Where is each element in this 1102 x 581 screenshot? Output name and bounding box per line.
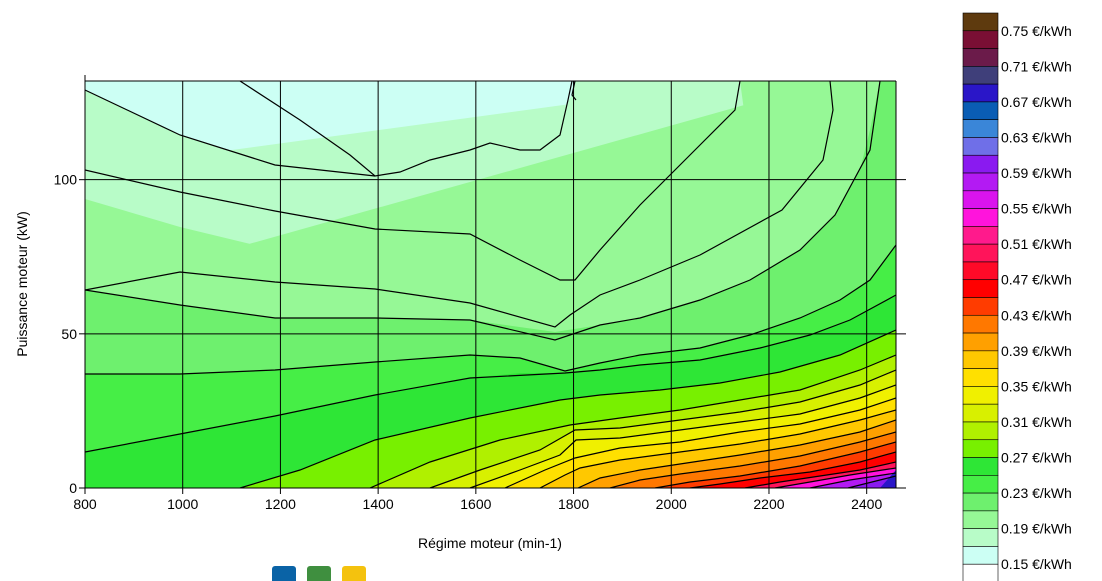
x-tick-label: 1800	[558, 496, 589, 512]
contour-line	[809, 472, 896, 488]
legend-swatch	[962, 546, 999, 565]
contour-line	[85, 81, 741, 281]
yellow-square-icon	[342, 566, 366, 581]
contour-line	[539, 409, 896, 488]
green-square-icon	[307, 566, 331, 581]
mini-icon-strip	[272, 566, 372, 581]
x-tick-label: 800	[73, 496, 97, 512]
x-tick-label: 1400	[363, 496, 394, 512]
legend-label: 0.59 €/kWh	[1001, 165, 1072, 181]
legend-label: 0.51 €/kWh	[1001, 236, 1072, 252]
contour-line	[744, 461, 896, 488]
contour-line	[85, 81, 834, 328]
y-tick-label: 50	[61, 326, 77, 342]
legend-label: 0.39 €/kWh	[1001, 343, 1072, 359]
legend-swatch	[962, 261, 999, 281]
contour-line	[609, 431, 896, 488]
legend-swatch	[962, 297, 999, 316]
legend-swatch	[962, 528, 999, 547]
y-axis-title: Puissance moteur (kW)	[14, 211, 30, 356]
contour-line	[85, 89, 376, 177]
legend-swatch	[962, 332, 999, 352]
legend-label: 0.63 €/kWh	[1001, 129, 1072, 145]
legend-swatch	[962, 101, 999, 120]
legend-swatch	[962, 421, 999, 441]
legend-swatch	[962, 386, 999, 405]
y-tick-label: 100	[54, 172, 78, 188]
contour-line	[239, 81, 573, 177]
legend-swatch	[962, 279, 999, 298]
legend-swatch	[962, 457, 999, 476]
axes: 800 1000 1200 1400 1600 1800 2000 2200 2400 0 50 10…	[54, 75, 906, 512]
contour-line	[429, 369, 896, 488]
contour-line	[774, 467, 896, 488]
contour-line	[577, 419, 896, 488]
contour-lines	[85, 81, 896, 488]
legend-swatch	[962, 83, 999, 103]
legend-label: 0.71 €/kWh	[1001, 58, 1072, 74]
legend-swatch	[962, 314, 999, 334]
blue-square-icon	[272, 566, 296, 581]
legend-swatch	[962, 243, 999, 263]
legend-label: 0.35 €/kWh	[1001, 378, 1072, 394]
contour-line	[369, 354, 896, 488]
legend-label: 0.75 €/kWh	[1001, 23, 1072, 39]
legend-swatch	[962, 492, 999, 512]
contour-line	[469, 384, 896, 488]
contour-line	[654, 441, 896, 488]
legend-swatch	[962, 510, 999, 529]
x-tick-label: 2200	[753, 496, 784, 512]
legend-label: 0.67 €/kWh	[1001, 94, 1072, 110]
legend-swatch	[962, 403, 999, 423]
legend-label: 0.15 €/kWh	[1001, 556, 1072, 572]
legend-swatch	[962, 368, 999, 387]
legend-label: 0.19 €/kWh	[1001, 521, 1072, 537]
legend-swatch	[962, 190, 999, 209]
legend-swatch	[962, 66, 999, 85]
x-tick-label: 1200	[265, 496, 296, 512]
legend-swatch	[962, 350, 999, 369]
legend-label: 0.55 €/kWh	[1001, 201, 1072, 217]
legend-swatch	[962, 48, 999, 67]
contour-line	[85, 244, 896, 375]
legend-label: 0.31 €/kWh	[1001, 414, 1072, 430]
legend-swatch	[962, 439, 999, 458]
legend-label: 0.23 €/kWh	[1001, 485, 1072, 501]
x-axis-title: Régime moteur (min-1)	[418, 535, 562, 551]
legend-label: 0.27 €/kWh	[1001, 450, 1072, 466]
legend-swatch	[962, 475, 999, 494]
legend-label: 0.43 €/kWh	[1001, 307, 1072, 323]
legend-swatch	[962, 30, 999, 49]
x-tick-label: 2000	[656, 496, 687, 512]
legend-swatch	[962, 154, 999, 174]
legend-swatch	[962, 226, 999, 245]
legend-swatch	[962, 208, 999, 227]
contour-line	[239, 329, 896, 488]
legend-swatch	[962, 12, 999, 32]
y-tick-label: 0	[69, 480, 77, 496]
contour-line	[85, 294, 896, 453]
color-legend: 0.75 €/kWh 0.71 €/kWh 0.67 €/kWh 0.63 €/kWh…	[962, 12, 1072, 581]
legend-swatch	[962, 563, 999, 581]
x-tick-label: 1000	[167, 496, 198, 512]
contour-line	[689, 451, 896, 488]
contour-line	[847, 475, 896, 488]
legend-swatch	[962, 172, 999, 192]
contour-line	[85, 81, 881, 341]
x-tick-label: 2400	[851, 496, 882, 512]
legend-label: 0.47 €/kWh	[1001, 272, 1072, 288]
legend-swatch	[962, 119, 999, 138]
contour-line	[504, 397, 896, 488]
x-tick-label: 1600	[460, 496, 491, 512]
legend-swatch	[962, 137, 999, 156]
band-0-67	[880, 470, 896, 488]
